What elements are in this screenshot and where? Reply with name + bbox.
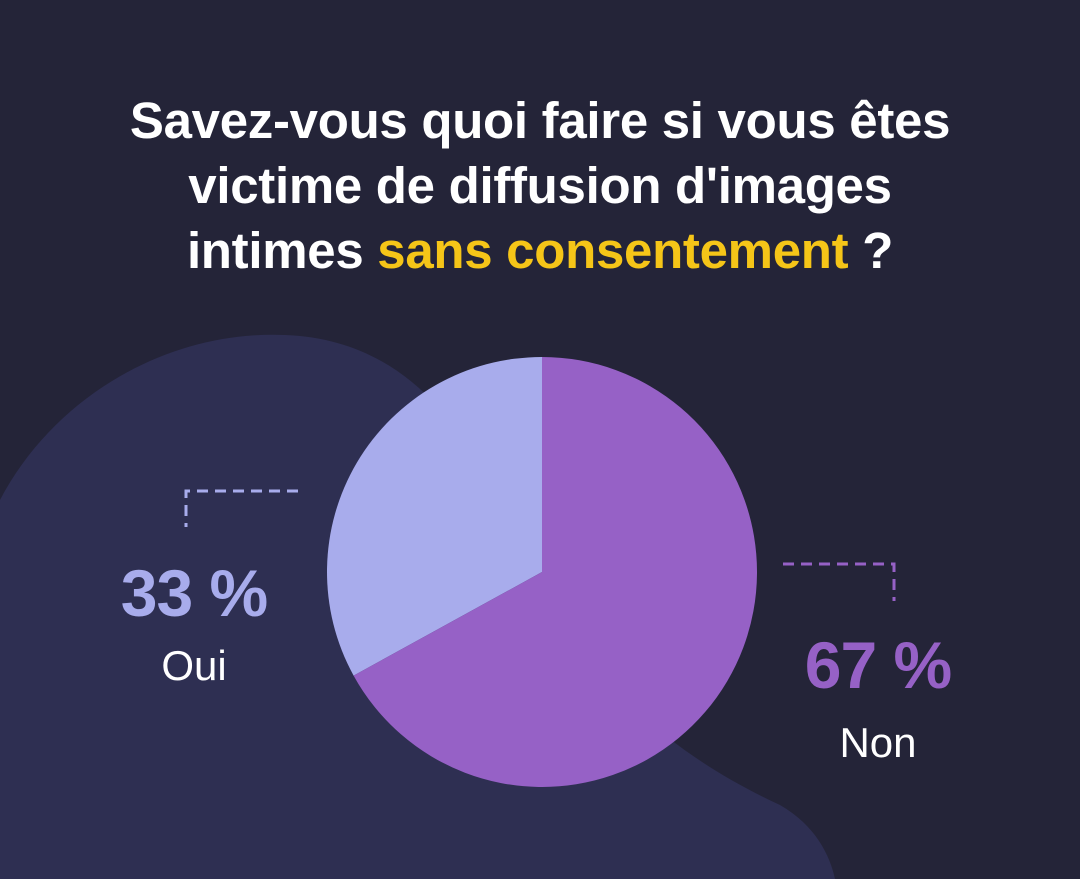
title-line-2: victime de diffusion d'images	[188, 157, 892, 214]
title-highlight: sans consentement	[377, 222, 849, 279]
chart-title: Savez-vous quoi faire si vous êtes victi…	[40, 88, 1040, 283]
non-percentage: 67 %	[804, 628, 952, 702]
title-line-3-prefix: intimes	[186, 222, 378, 279]
oui-label: Oui	[161, 642, 227, 689]
pie-slice-oui	[327, 357, 542, 676]
title-line-3-suffix: ?	[848, 222, 894, 279]
pie-chart	[327, 357, 757, 787]
title-line-1: Savez-vous quoi faire si vous êtes	[129, 92, 951, 149]
oui-percentage: 33 %	[120, 556, 268, 630]
non-label: Non	[839, 719, 917, 766]
pie-slice-non	[353, 357, 757, 787]
